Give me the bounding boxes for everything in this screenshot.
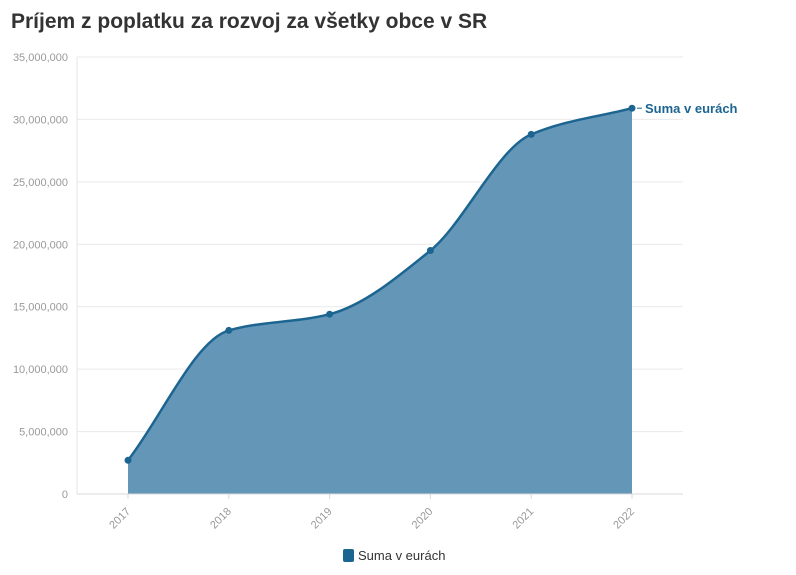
x-tick-label: 2020 — [410, 506, 436, 532]
y-tick-label: 20,000,000 — [13, 239, 68, 251]
x-tick-label: 2017 — [107, 506, 133, 532]
series-end-label: Suma v eurách — [645, 101, 738, 116]
legend-swatch — [343, 549, 354, 562]
y-tick-label: 10,000,000 — [13, 364, 68, 376]
x-tick-label: 2021 — [511, 506, 537, 532]
y-tick-label: 0 — [62, 489, 68, 501]
area-layer — [127, 106, 633, 494]
data-point — [628, 104, 636, 112]
axis-layer: 0 5,000,000 10,000,000 15,000,000 20,000,000… — [13, 52, 683, 531]
label-layer: Suma v eurách — [637, 101, 738, 116]
x-tick-label: 2018 — [208, 506, 234, 532]
y-tick-label: 5,000,000 — [19, 427, 68, 439]
point-layer — [124, 104, 636, 464]
data-point — [225, 326, 233, 334]
y-tick-label: 30,000,000 — [13, 114, 68, 126]
data-point — [527, 130, 535, 138]
legend-label: Suma v eurách — [358, 548, 446, 563]
x-tick-label: 2022 — [611, 506, 637, 532]
data-point — [124, 456, 132, 464]
y-tick-label: 35,000,000 — [13, 52, 68, 64]
chart-title: Príjem z poplatku za rozvoj za všetky ob… — [11, 10, 488, 33]
y-tick-label: 15,000,000 — [13, 302, 68, 314]
data-point — [326, 310, 334, 318]
y-tick-label: 25,000,000 — [13, 177, 68, 189]
legend[interactable]: Suma v eurách — [343, 548, 445, 563]
series-area — [128, 108, 632, 494]
data-point — [426, 247, 434, 255]
x-tick-label: 2019 — [309, 506, 335, 532]
